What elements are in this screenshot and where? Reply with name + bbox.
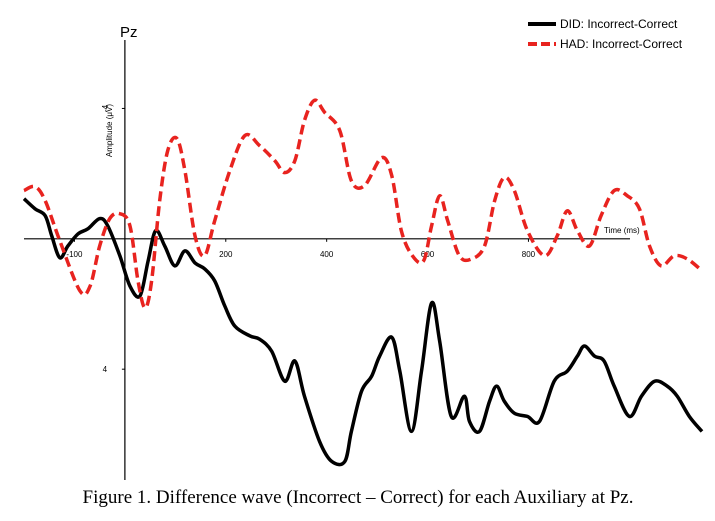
x-tick-label: 800 (522, 250, 536, 259)
y-tick-label: 4 (103, 365, 108, 374)
x-tick-label: 600 (421, 250, 435, 259)
legend-label: DID: Incorrect-Correct (560, 17, 678, 31)
data-line (22, 197, 704, 467)
caption: Figure 1. Difference wave (Incorrect – C… (83, 487, 634, 508)
x-tick-label: -100 (66, 250, 83, 259)
x-tick-label: 400 (320, 250, 334, 259)
x-axis-label: Time (ms) (604, 226, 640, 235)
data-line (23, 98, 704, 310)
legend-label: HAD: Incorrect-Correct (560, 37, 683, 51)
x-tick-label: 200 (219, 250, 233, 259)
y-axis-label: Amplitude (μV) (105, 104, 114, 157)
y-tick-label: -4 (101, 104, 110, 112)
chart-title: Pz (120, 24, 138, 41)
